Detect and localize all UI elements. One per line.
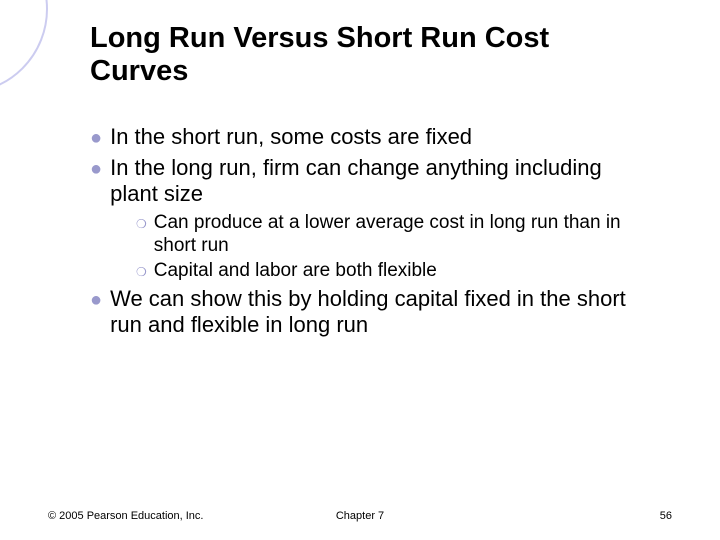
slide-title: Long Run Versus Short Run Cost Curves xyxy=(90,22,650,89)
bullet-level2: ❍ Capital and labor are both flexible xyxy=(136,259,650,282)
bullet-level1: ● In the long run, firm can change anyth… xyxy=(90,155,650,207)
bullet-text: We can show this by holding capital fixe… xyxy=(110,286,650,338)
sub-bullet-group: ❍ Can produce at a lower average cost in… xyxy=(136,211,650,282)
circle-bullet-icon: ❍ xyxy=(136,214,147,234)
circle-bullet-icon: ❍ xyxy=(136,262,147,282)
disc-bullet-icon: ● xyxy=(90,156,102,182)
bullet-text: In the short run, some costs are fixed xyxy=(110,124,472,150)
bullet-level1: ● We can show this by holding capital fi… xyxy=(90,286,650,338)
disc-bullet-icon: ● xyxy=(90,125,102,151)
bullet-level1: ● In the short run, some costs are fixed xyxy=(90,124,650,151)
bullet-text: Can produce at a lower average cost in l… xyxy=(154,211,650,257)
bullet-text: Capital and labor are both flexible xyxy=(154,259,437,282)
bullet-level2: ❍ Can produce at a lower average cost in… xyxy=(136,211,650,257)
slide: Long Run Versus Short Run Cost Curves ● … xyxy=(0,0,720,540)
footer-chapter: Chapter 7 xyxy=(0,510,720,522)
disc-bullet-icon: ● xyxy=(90,287,102,313)
decorative-arc xyxy=(0,0,48,94)
slide-body: ● In the short run, some costs are fixed… xyxy=(90,120,650,342)
bullet-text: In the long run, firm can change anythin… xyxy=(110,155,650,207)
footer-page-number: 56 xyxy=(660,510,672,522)
